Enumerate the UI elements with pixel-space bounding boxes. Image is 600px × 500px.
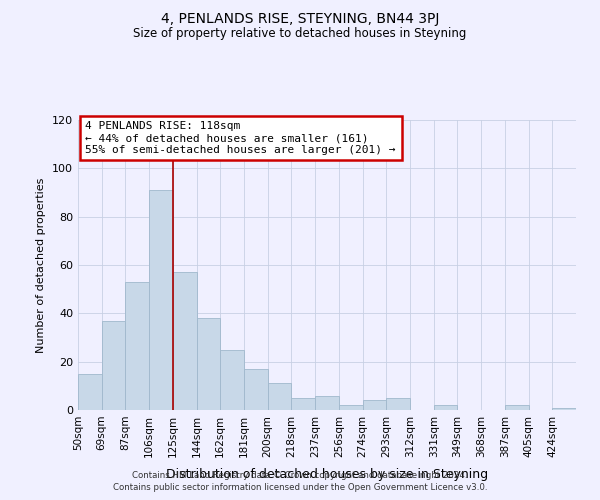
Bar <box>434 405 457 410</box>
Text: 4 PENLANDS RISE: 118sqm
← 44% of detached houses are smaller (161)
55% of semi-d: 4 PENLANDS RISE: 118sqm ← 44% of detache… <box>85 122 396 154</box>
Bar <box>386 398 410 410</box>
Bar <box>292 398 315 410</box>
Bar <box>173 272 197 410</box>
Bar <box>362 400 386 410</box>
Bar <box>149 190 173 410</box>
Text: Contains public sector information licensed under the Open Government Licence v3: Contains public sector information licen… <box>113 484 487 492</box>
Bar <box>125 282 149 410</box>
Bar <box>78 374 102 410</box>
Bar <box>315 396 339 410</box>
Bar <box>505 405 529 410</box>
Bar <box>339 405 362 410</box>
Text: Contains HM Land Registry data © Crown copyright and database right 2024.: Contains HM Land Registry data © Crown c… <box>132 471 468 480</box>
Bar <box>552 408 576 410</box>
X-axis label: Distribution of detached houses by size in Steyning: Distribution of detached houses by size … <box>166 468 488 481</box>
Y-axis label: Number of detached properties: Number of detached properties <box>37 178 46 352</box>
Text: Size of property relative to detached houses in Steyning: Size of property relative to detached ho… <box>133 28 467 40</box>
Bar <box>102 320 125 410</box>
Bar <box>244 369 268 410</box>
Bar <box>268 384 292 410</box>
Bar <box>220 350 244 410</box>
Bar <box>197 318 220 410</box>
Text: 4, PENLANDS RISE, STEYNING, BN44 3PJ: 4, PENLANDS RISE, STEYNING, BN44 3PJ <box>161 12 439 26</box>
